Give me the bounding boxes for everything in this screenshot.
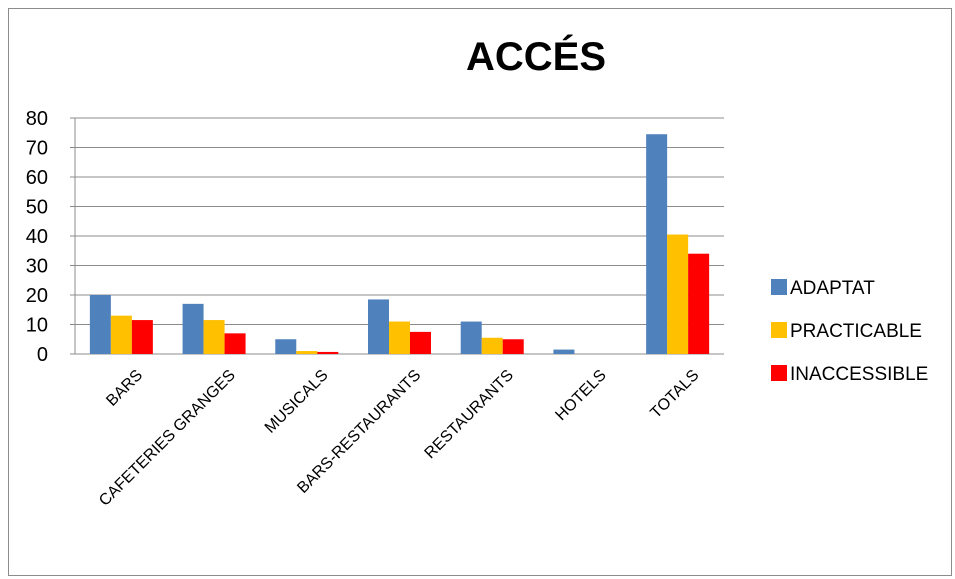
y-tick-label: 80 — [26, 108, 48, 130]
y-tick-label: 50 — [26, 197, 48, 219]
chart-frame — [8, 8, 952, 576]
legend-label: INACCESSIBLE — [790, 364, 928, 385]
y-tick-label: 0 — [37, 344, 48, 366]
y-tick-label: 30 — [26, 256, 48, 278]
bar-adaptat-2 — [275, 339, 297, 354]
y-tick-label: 70 — [26, 138, 48, 160]
bar-inaccessible-0 — [131, 320, 153, 354]
x-category-label: MUSICALS — [262, 367, 332, 437]
legend: ADAPTAT PRACTICABLE INACCESSIBLE — [771, 278, 928, 385]
y-axis-ticks: 0 10 20 30 40 50 60 70 80 — [26, 108, 48, 366]
bar-practicable-4 — [481, 337, 503, 354]
y-tick-label: 40 — [26, 226, 48, 248]
bar-inaccessible-2 — [317, 351, 339, 354]
x-category-label: BARS — [103, 367, 146, 410]
bar-adaptat-5 — [553, 349, 575, 354]
bar-inaccessible-3 — [410, 331, 431, 354]
bar-adaptat-0 — [89, 295, 111, 354]
bar-adaptat-1 — [182, 303, 204, 354]
x-category-label: TOTALS — [647, 367, 702, 422]
bars — [89, 134, 710, 354]
x-category-label: HOTELS — [552, 367, 609, 424]
bar-adaptat-6 — [646, 134, 668, 354]
chart-title: ACCÉS — [466, 34, 606, 79]
bar-practicable-1 — [203, 320, 225, 354]
legend-swatch — [771, 322, 787, 338]
bar-practicable-2 — [296, 351, 318, 354]
legend-label: PRACTICABLE — [790, 321, 922, 342]
bar-practicable-0 — [110, 315, 132, 354]
legend-swatch — [771, 279, 787, 295]
bar-inaccessible-4 — [502, 339, 524, 354]
y-tick-label: 10 — [26, 315, 48, 337]
bar-adaptat-3 — [368, 299, 389, 354]
y-tick-label: 60 — [26, 167, 48, 189]
bar-practicable-6 — [667, 234, 689, 354]
y-tick-label: 20 — [26, 285, 48, 307]
x-category-label: RESTAURANTS — [422, 367, 517, 462]
legend-label: ADAPTAT — [790, 278, 875, 299]
bar-inaccessible-6 — [688, 253, 710, 354]
bar-practicable-3 — [389, 321, 410, 354]
grid-lines — [70, 117, 724, 355]
bar-inaccessible-1 — [224, 333, 246, 354]
legend-swatch — [771, 365, 787, 381]
bar-adaptat-4 — [460, 321, 482, 354]
